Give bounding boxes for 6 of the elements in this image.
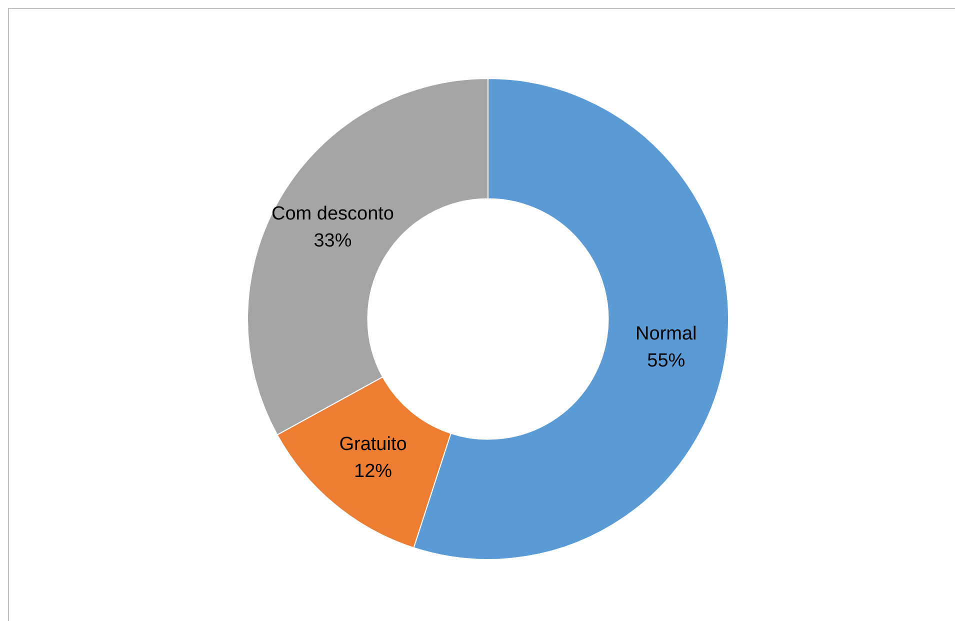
slice-label: Com desconto	[271, 203, 394, 224]
slice-label: Gratuito	[339, 434, 407, 456]
slice-label: Normal	[636, 323, 697, 344]
data-label: 55%	[647, 350, 686, 372]
data-label: 33%	[314, 230, 352, 252]
data-label: 12%	[354, 461, 392, 482]
